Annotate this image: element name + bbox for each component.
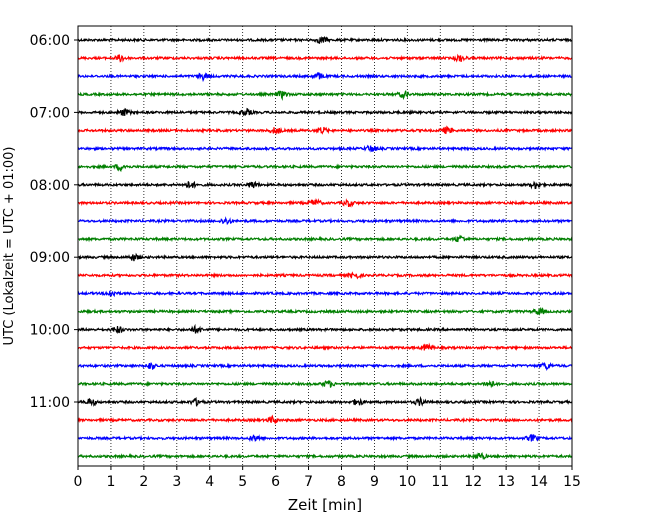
x-tick-label: 13 [497,474,515,490]
y-tick-label: 06:00 [30,33,70,49]
trace-0845 [77,234,573,243]
x-tick-label: 12 [464,474,482,490]
grid-lines [110,26,540,466]
y-axis-label: UTC (Lokalzeit = UTC + 01:00) [2,147,17,346]
y-tick-label: 08:00 [30,178,70,194]
trace-0800 [77,180,573,190]
trace-0630 [77,72,573,83]
y-tick-label: 07:00 [30,105,70,121]
trace-lines [77,35,573,460]
x-tick-label: 4 [205,474,214,490]
plot-frame [77,25,573,467]
x-tick-label: 7 [304,474,313,490]
x-tick-label: 15 [563,474,581,490]
trace-0930 [77,290,573,298]
trace-1000 [77,323,573,334]
trace-0900 [77,252,573,262]
trace-0615 [77,53,573,63]
trace-0730 [77,144,573,153]
x-tick-label: 2 [139,474,148,490]
trace-1030 [77,361,573,372]
y-tick-label: 10:00 [30,323,70,339]
x-tick-label: 5 [238,474,247,490]
trace-0600 [77,35,573,45]
trace-0745 [77,163,573,173]
x-tick-label: 0 [74,474,83,490]
x-tick-label: 6 [271,474,280,490]
trace-0830 [77,216,573,226]
x-tick-label: 11 [431,474,449,490]
trace-0715 [77,125,573,135]
trace-1145 [77,452,573,460]
trace-1115 [77,414,573,425]
trace-0945 [77,306,573,316]
trace-0915 [77,271,573,280]
trace-0700 [77,107,573,117]
trace-0815 [77,198,573,208]
x-tick-label: 1 [106,474,115,490]
trace-1045 [77,379,573,389]
x-tick-label: 9 [370,474,379,490]
y-tick-label: 09:00 [30,250,70,266]
trace-0645 [77,90,573,101]
trace-1015 [77,342,573,352]
x-tick-label: 10 [398,474,416,490]
y-tick-label: 11:00 [30,395,70,411]
x-tick-label: 3 [172,474,181,490]
x-axis-label: Zeit [min] [288,496,362,514]
trace-1100 [77,395,573,407]
y-axis: 06:00 07:00 08:00 09:00 10:00 11:00 [30,33,78,411]
trace-1130 [77,433,573,443]
x-tick-label: 8 [337,474,346,490]
x-axis: 0 1 2 3 4 5 6 7 8 9 10 11 12 13 14 15 [74,466,581,490]
x-tick-label: 14 [530,474,548,490]
